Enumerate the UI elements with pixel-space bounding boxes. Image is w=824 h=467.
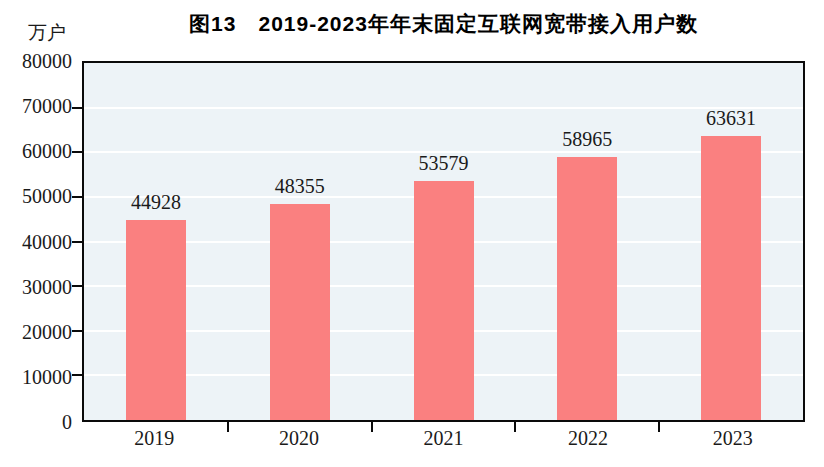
bar-2019 (126, 220, 186, 420)
bar-2020 (270, 204, 330, 420)
bar-2021 (414, 181, 474, 420)
bar-chart: 图13 2019-2023年年末固定互联网宽带接入用户数 万户 0 10000 20… (0, 0, 824, 467)
gridline (84, 107, 803, 109)
y-axis-tick (72, 241, 82, 243)
bar-value-label: 44928 (131, 192, 181, 212)
y-axis-tick (72, 374, 82, 376)
y-axis-tick (72, 107, 82, 109)
x-axis-tick-label: 2023 (713, 428, 753, 448)
y-axis-tick-label: 70000 (22, 96, 72, 116)
y-axis-tick-label: 30000 (22, 277, 72, 297)
bar-value-label: 58965 (562, 129, 612, 149)
bar-value-label: 63631 (706, 108, 756, 128)
y-axis-unit-label: 万户 (28, 20, 66, 46)
y-axis-tick-label: 50000 (22, 186, 72, 206)
bar-2023 (701, 136, 761, 420)
bar-2022 (557, 157, 617, 420)
bar-value-label: 48355 (275, 176, 325, 196)
y-axis-tick-label: 20000 (22, 322, 72, 342)
plot-area: 44928 48355 53579 58965 63631 (82, 61, 805, 422)
x-axis-tick-labels: 2019 2020 2021 2022 2023 (82, 428, 805, 456)
x-axis-tick-label: 2019 (134, 428, 174, 448)
x-axis-tick-label: 2021 (424, 428, 464, 448)
y-axis-tick (72, 196, 82, 198)
y-axis-tick-label: 80000 (22, 51, 72, 71)
x-axis-tick-label: 2022 (568, 428, 608, 448)
y-axis-tick-label: 60000 (22, 141, 72, 161)
chart-title: 图13 2019-2023年年末固定互联网宽带接入用户数 (82, 10, 805, 38)
y-axis-tick (72, 330, 82, 332)
bar-value-label: 53579 (419, 153, 469, 173)
y-axis-tick (72, 151, 82, 153)
y-axis-tick (72, 285, 82, 287)
y-axis-tick-label: 10000 (22, 367, 72, 387)
y-axis-tick-label: 0 (62, 412, 72, 432)
x-axis-tick-label: 2020 (279, 428, 319, 448)
y-axis-tick-label: 40000 (22, 232, 72, 252)
y-axis-tick-labels: 0100002000030000400005000060000700008000… (0, 61, 72, 422)
